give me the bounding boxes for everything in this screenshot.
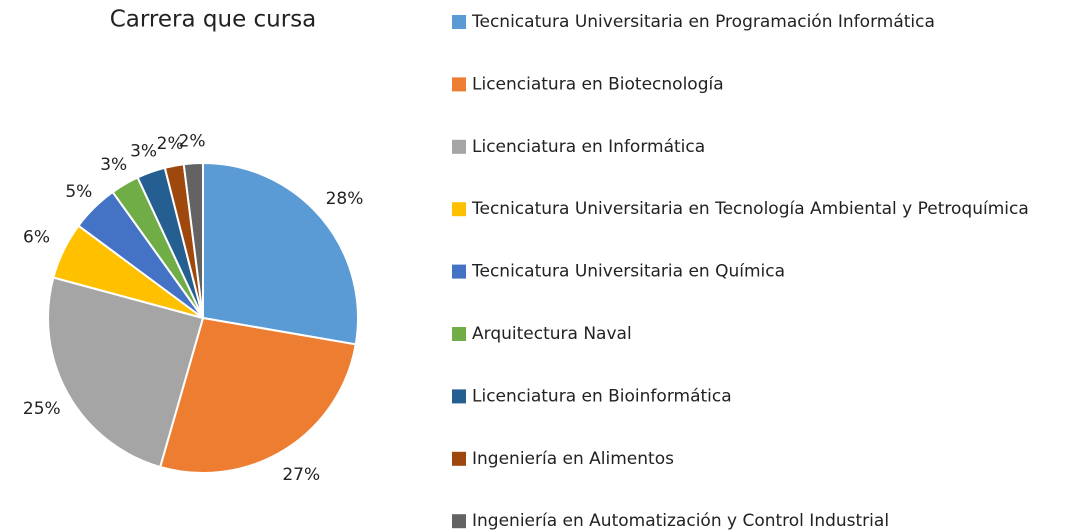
legend-label: Licenciatura en Bioinformática bbox=[472, 386, 732, 406]
data-label: 27% bbox=[282, 465, 320, 485]
legend-swatch bbox=[452, 15, 466, 29]
data-label: 25% bbox=[23, 399, 61, 419]
data-label: 2% bbox=[179, 131, 206, 151]
legend-label: Licenciatura en Informática bbox=[472, 137, 705, 157]
legend-label: Ingeniería en Alimentos bbox=[472, 449, 674, 469]
legend-swatch bbox=[452, 514, 466, 529]
data-label: 6% bbox=[23, 227, 50, 247]
legend-label: Arquitectura Naval bbox=[472, 324, 632, 344]
legend-label: Tecnicatura Universitaria en Tecnología … bbox=[471, 199, 1029, 219]
data-label: 5% bbox=[65, 182, 92, 202]
pie-slice bbox=[47, 276, 205, 469]
pie-slice bbox=[202, 161, 359, 346]
pie-slice bbox=[182, 161, 204, 319]
legend-label: Tecnicatura Universitaria en Química bbox=[471, 262, 785, 282]
legend-swatch bbox=[452, 139, 466, 154]
legend-swatch bbox=[452, 451, 466, 466]
legend-label: Licenciatura en Biotecnología bbox=[472, 74, 724, 94]
legend-swatch bbox=[452, 202, 466, 217]
legend-swatch bbox=[452, 327, 466, 341]
data-label: 2% bbox=[157, 134, 184, 154]
legend-swatch bbox=[452, 264, 466, 279]
data-label: 3% bbox=[100, 155, 127, 175]
legend-label: Tecnicatura Universitaria en Programació… bbox=[471, 12, 935, 32]
legend-swatch bbox=[452, 77, 466, 92]
legend-swatch bbox=[452, 389, 466, 404]
data-label: 3% bbox=[130, 141, 157, 161]
legend-label: Ingeniería en Automatización y Control I… bbox=[472, 511, 889, 531]
data-label: 28% bbox=[326, 189, 364, 209]
chart-title: Carrera que cursa bbox=[110, 7, 317, 33]
pie-slice bbox=[158, 316, 357, 474]
